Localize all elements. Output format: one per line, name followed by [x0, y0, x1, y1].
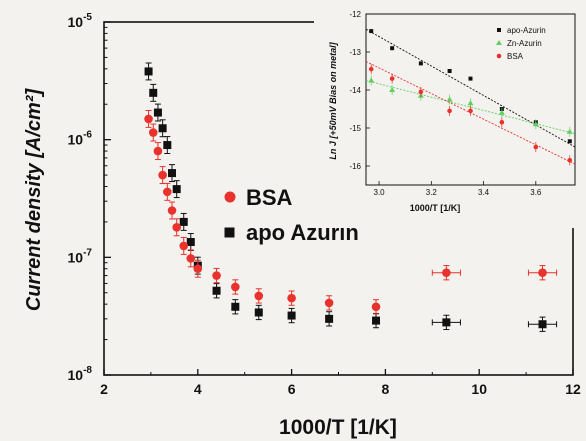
inset-legend-label-zn-azurin: Zn-Azurin [507, 39, 542, 48]
inset-legend: apo-Azurin Zn-Azurin BSA [496, 26, 546, 61]
bsa-point [167, 206, 177, 215]
bsa-point [172, 222, 181, 232]
apo-azurin-point [186, 237, 195, 246]
x-tick-label: 8 [382, 381, 390, 397]
x-tick-label: 4 [194, 381, 202, 397]
inset-zn-azurin-point [498, 109, 505, 115]
bsa-point [179, 241, 189, 251]
bsa-point [158, 170, 167, 180]
inset-bsa-point [468, 108, 473, 114]
apo-azurin-point [158, 124, 167, 133]
inset-legend-marker-bsa [496, 53, 502, 59]
inset-apo-azurin-point [447, 69, 452, 73]
inset-apo-azurin-fit-line [365, 28, 576, 148]
inset-zn-azurin-fit-line [365, 80, 576, 135]
bsa-point [324, 298, 334, 308]
inset-bsa-point [533, 144, 539, 150]
legend-marker-bsa [224, 191, 236, 203]
bsa-point [231, 282, 240, 292]
apo-azurin-point [149, 88, 158, 97]
legend-label-bsa: BSA [246, 185, 293, 210]
inset-bsa-point [567, 158, 573, 163]
bsa-point [153, 146, 163, 156]
bsa-point [148, 128, 158, 137]
bsa-point [442, 268, 451, 278]
inset-legend-marker-apo-azurin [497, 28, 501, 32]
inset-apo-azurin-point [418, 61, 423, 66]
legend: BSA apo Azurin [224, 185, 359, 245]
bsa-point [144, 114, 153, 124]
inset-zn-azurin-point [368, 77, 375, 83]
apo-azurin-point [153, 108, 162, 117]
apo-azurin-point [163, 141, 172, 150]
bsa-point [287, 293, 296, 303]
inset-bsa-point [447, 108, 452, 114]
apo-azurin-point [144, 67, 153, 76]
legend-marker-apo-azurin [224, 227, 235, 238]
x-tick-label: 12 [565, 381, 581, 397]
inset-legend-label-bsa: BSA [507, 52, 524, 61]
apo-azurin-point [442, 318, 451, 327]
inset-zn-azurin-point [467, 100, 474, 106]
inset-plot-frame [365, 13, 576, 186]
inset-zn-azurin-point [446, 96, 453, 102]
inset-y-tick-label: -13 [349, 48, 361, 57]
inset-y-tick-label: -14 [349, 86, 361, 95]
inset-legend-marker-zn-azurin [496, 40, 502, 45]
bsa-point [212, 271, 221, 280]
inset-y-tick-label: -16 [349, 162, 361, 171]
apo-azurin-point [231, 302, 240, 311]
inset-y-axis-label: Ln J [+50mV Bias on metal] [328, 41, 338, 159]
inset-plot-area: 3.0 3.2 3.4 3.6 -12 -13 -14 -15 -16 [349, 10, 576, 197]
inset-apo-azurin-point [369, 29, 374, 34]
apo-azurin-point [212, 286, 221, 295]
x-tick-label: 2 [100, 381, 108, 397]
inset-x-tick-label: 3.4 [478, 188, 490, 197]
bsa-point [538, 268, 547, 278]
inset-bsa-point [418, 89, 424, 95]
inset-x-tick-label: 3.2 [426, 188, 438, 197]
apo-azurin-point [254, 308, 263, 317]
inset-x-tick-label: 3.0 [374, 188, 386, 197]
inset-y-tick-label: -15 [349, 124, 361, 133]
inset-bsa-point [368, 66, 374, 72]
apo-azurin-point [179, 217, 188, 226]
bsa-point [163, 187, 172, 197]
bsa-point [186, 254, 196, 263]
apo-azurin-point [172, 185, 181, 194]
inset-zn-azurin-point [566, 128, 573, 134]
bsa-point [193, 264, 203, 274]
apo-azurin-point [168, 169, 177, 178]
bsa-point [371, 302, 381, 312]
inset-chart: 3.0 3.2 3.4 3.6 -12 -13 -14 -15 -16 1000/T [1/K]… [314, 5, 581, 228]
inset-zn-azurin-point [389, 87, 396, 92]
apo-azurin-point [372, 316, 381, 325]
x-tick-label: 10 [471, 381, 487, 397]
inset-apo-azurin-point [567, 139, 572, 144]
inset-apo-azurin-point [468, 76, 473, 81]
inset-bsa-point [499, 120, 505, 125]
inset-x-axis-label: 1000/T [1/K] [410, 203, 461, 213]
inset-y-tick-label: -12 [349, 10, 361, 19]
inset-bsa-point [389, 76, 395, 81]
inset-background [314, 5, 581, 228]
x-axis-label: 1000/T [1/K] [279, 416, 397, 439]
inset-zn-azurin-point [532, 121, 539, 127]
x-tick-label: 6 [288, 381, 296, 397]
inset-apo-azurin-point [390, 46, 395, 51]
bsa-point [254, 291, 264, 301]
apo-azurin-point [287, 311, 296, 320]
apo-azurin-point [325, 314, 334, 323]
inset-legend-label-apo-azurin: apo-Azurin [507, 26, 546, 35]
inset-x-tick-label: 3.6 [530, 188, 542, 197]
y-axis-label: Current density [A/cm²] [23, 88, 45, 312]
apo-azurin-point [538, 320, 547, 329]
